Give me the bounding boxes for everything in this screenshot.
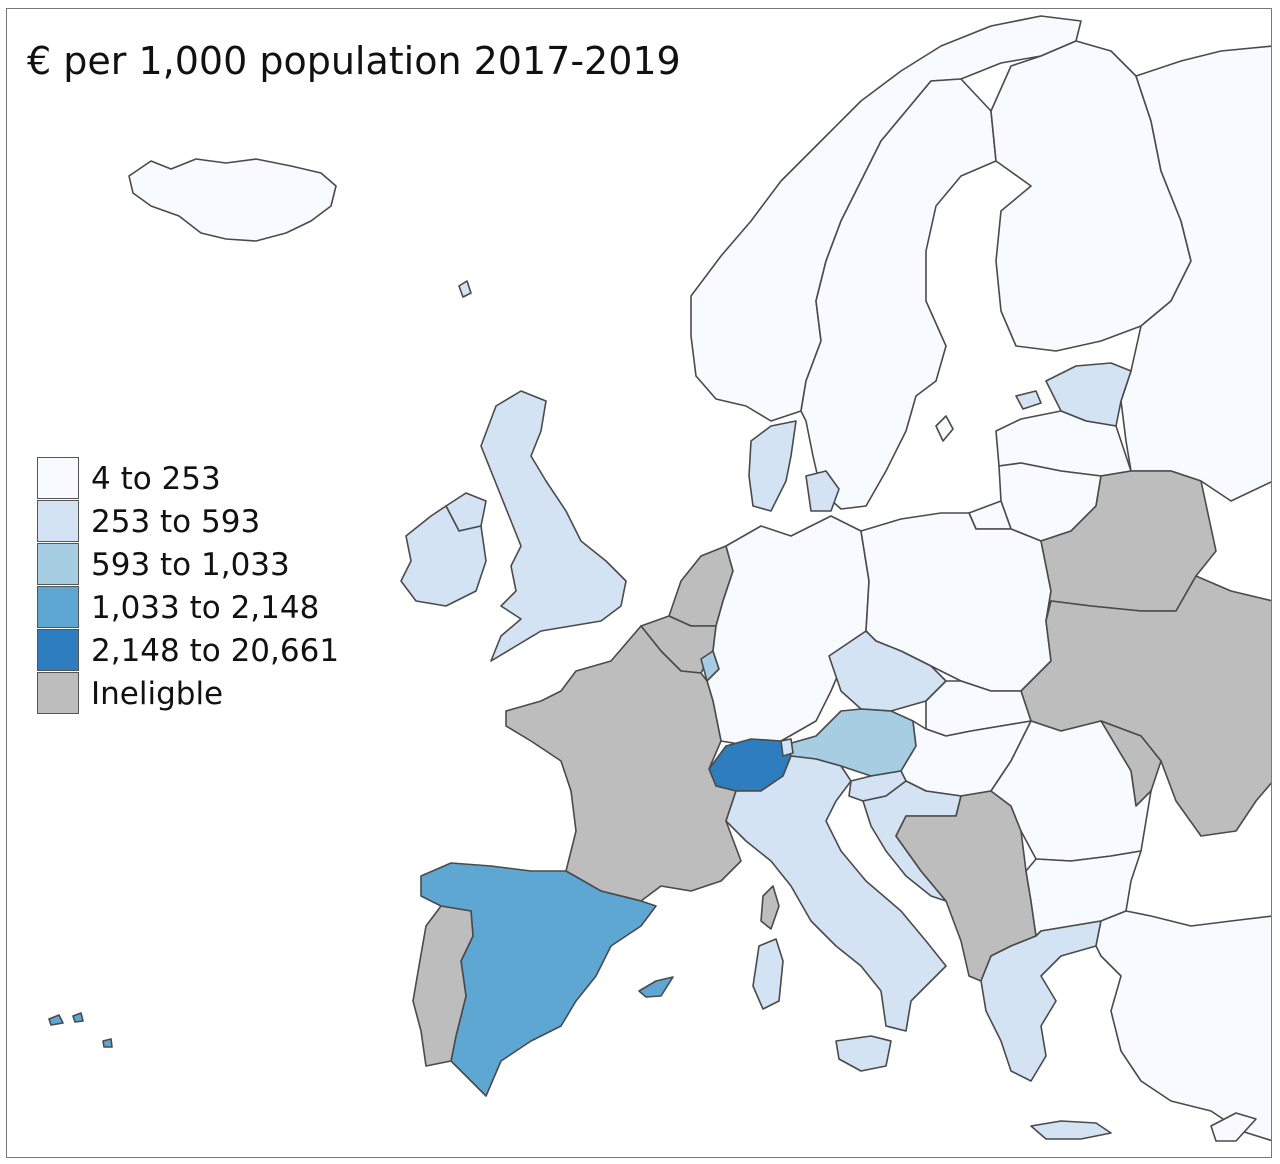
- region-sicily: [835, 1035, 892, 1072]
- region-russia-north: [1120, 45, 1271, 502]
- legend-swatch: [37, 628, 79, 671]
- region-corsica: [760, 885, 780, 930]
- legend-label: 1,033 to 2,148: [91, 589, 320, 626]
- legend-item: 253 to 593: [37, 499, 339, 543]
- region-portugal: [412, 905, 474, 1067]
- map-title: € per 1,000 population 2017-2019: [27, 39, 681, 83]
- region-crete: [1030, 1120, 1112, 1140]
- region-greece: [980, 920, 1102, 1082]
- region-liechtenstein: [780, 738, 794, 757]
- legend-label: 2,148 to 20,661: [91, 632, 340, 669]
- legend-label: 4 to 253: [91, 460, 221, 497]
- legend-item: 2,148 to 20,661: [37, 628, 340, 672]
- region-iceland: [128, 158, 337, 242]
- region-saaremaa: [1015, 390, 1042, 410]
- legend-item: 593 to 1,033: [37, 542, 339, 586]
- region-gotland: [935, 415, 954, 442]
- region-romania: [990, 720, 1152, 862]
- region-sweden: [800, 78, 997, 510]
- region-italy: [725, 755, 947, 1032]
- region-faroe-islands: [458, 280, 472, 298]
- europe-choropleth-map: [48, 15, 1271, 1142]
- region-ireland: [400, 505, 487, 607]
- region-turkey: [1095, 910, 1271, 1142]
- legend-swatch: [37, 671, 79, 714]
- region-cyprus: [1210, 1112, 1257, 1142]
- region-sardinia: [752, 938, 784, 1010]
- legend-swatch: [37, 456, 79, 499]
- map-frame: € per 1,000 population 2017-2019 4 to 25…: [6, 8, 1272, 1158]
- legend-item: 4 to 253: [37, 456, 339, 500]
- legend-swatch: [37, 499, 79, 542]
- legend-swatch: [37, 585, 79, 628]
- legend-label: Ineligble: [91, 675, 224, 712]
- legend-label: 253 to 593: [91, 503, 261, 540]
- region-balearics: [638, 976, 674, 998]
- region-united-kingdom: [480, 390, 627, 662]
- legend: 4 to 253 253 to 593 593 to 1,033 1,033 to 2…: [37, 456, 340, 715]
- legend-item: 1,033 to 2,148: [37, 585, 339, 629]
- legend-item: Ineligble: [37, 671, 339, 715]
- legend-label: 593 to 1,033: [91, 546, 290, 583]
- region-denmark: [748, 420, 840, 512]
- legend-swatch: [37, 542, 79, 585]
- region-canary-islands: [48, 1012, 113, 1048]
